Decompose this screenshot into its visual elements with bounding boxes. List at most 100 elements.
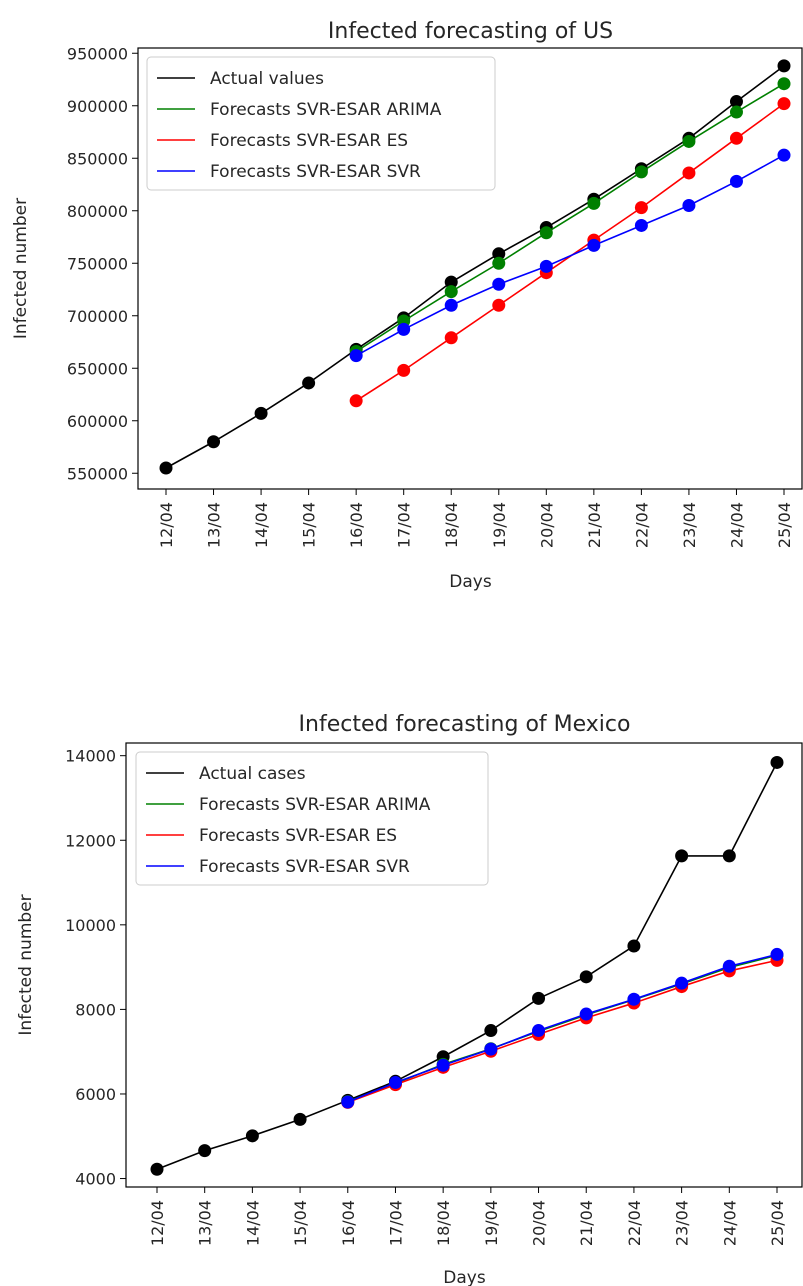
data-point (729, 105, 743, 119)
series-line-3 (355, 154, 785, 357)
y-tick-label: 10000 (65, 916, 116, 935)
x-tick-label: 12/04 (148, 1200, 167, 1246)
legend-entry: Forecasts SVR-ESAR ES (199, 826, 397, 846)
x-tick-label: 14/04 (252, 502, 271, 548)
data-point (444, 298, 458, 312)
data-point (492, 298, 506, 312)
data-point (627, 939, 641, 953)
x-tick-label: 15/04 (300, 502, 319, 548)
data-point (159, 461, 173, 475)
data-point (293, 1112, 307, 1126)
data-point (777, 148, 791, 162)
data-point (722, 959, 736, 973)
data-point (675, 849, 689, 863)
chart-title: Infected forecasting of US (328, 19, 613, 44)
legend-entry: Forecasts SVR-ESAR ARIMA (210, 100, 442, 120)
data-point (634, 218, 648, 232)
x-tick-label: 18/04 (442, 502, 461, 548)
x-tick-label: 21/04 (577, 1200, 596, 1246)
data-point (436, 1058, 450, 1072)
series-line-1 (355, 83, 785, 353)
chart-title: Infected forecasting of Mexico (299, 712, 631, 737)
data-point (532, 991, 546, 1005)
data-point (627, 992, 641, 1006)
data-point (587, 238, 601, 252)
y-tick-label: 6000 (75, 1085, 116, 1104)
x-tick-label: 22/04 (625, 1200, 644, 1246)
y-tick-label: 900000 (67, 97, 128, 116)
legend-entry: Actual values (210, 69, 324, 89)
data-point (682, 134, 696, 148)
x-tick-label: 16/04 (347, 502, 366, 548)
data-point (388, 1076, 402, 1090)
x-tick-label: 21/04 (585, 502, 604, 548)
data-point (198, 1144, 212, 1158)
data-point (254, 406, 268, 420)
x-tick-label: 23/04 (673, 1200, 692, 1246)
data-point (579, 970, 593, 984)
legend-entry: Forecasts SVR-ESAR SVR (210, 162, 421, 182)
data-point (207, 435, 221, 449)
y-tick-label: 650000 (67, 359, 128, 378)
x-tick-label: 20/04 (530, 1200, 549, 1246)
data-point (777, 77, 791, 91)
data-point (682, 166, 696, 180)
series-line-0 (165, 65, 785, 469)
legend-entry: Actual cases (199, 764, 306, 784)
x-tick-label: 19/04 (490, 502, 509, 548)
x-tick-label: 17/04 (395, 502, 414, 548)
data-point (777, 59, 791, 73)
x-tick-label: 20/04 (537, 502, 556, 548)
x-tick-label: 13/04 (196, 1200, 215, 1246)
data-point (539, 226, 553, 240)
data-point (532, 1024, 546, 1038)
data-point (349, 394, 363, 408)
series-line-0 (156, 762, 778, 1170)
y-tick-label: 4000 (75, 1170, 116, 1189)
x-tick-label: 13/04 (205, 502, 224, 548)
x-axis-label: Days (449, 572, 492, 592)
data-point (587, 196, 601, 210)
us-chart: Infected forecasting of US 550000 600000 65… (11, 19, 803, 592)
x-tick-label: 23/04 (680, 502, 699, 548)
x-tick-label: 19/04 (482, 1200, 501, 1246)
data-point (729, 95, 743, 109)
data-point (150, 1162, 164, 1176)
data-point (675, 976, 689, 990)
plot-frame (125, 742, 803, 1188)
legend-box (135, 751, 489, 886)
y-axis-label: Infected number (16, 894, 36, 1035)
y-axis-label: Infected number (11, 198, 31, 339)
x-tick-label: 18/04 (434, 1200, 453, 1246)
y-tick-label: 12000 (65, 831, 116, 850)
y-tick-label: 600000 (67, 412, 128, 431)
data-point (444, 275, 458, 289)
data-point (444, 285, 458, 299)
data-point (634, 165, 648, 179)
data-point (349, 349, 363, 363)
data-point (444, 331, 458, 345)
series-line-3 (347, 953, 778, 1103)
legend-entry: Forecasts SVR-ESAR SVR (199, 857, 410, 877)
y-tick-label: 700000 (67, 307, 128, 326)
x-tick-label: 22/04 (632, 502, 651, 548)
mexico-chart: Infected forecasting of Mexico 4000 6000 80… (16, 712, 803, 1286)
data-point (492, 247, 506, 261)
x-tick-label: 14/04 (243, 1200, 262, 1246)
x-tick-label: 25/04 (775, 502, 794, 548)
data-point (722, 849, 736, 863)
data-point (397, 363, 411, 377)
data-point (729, 174, 743, 188)
series-line-2 (347, 959, 778, 1104)
data-point (484, 1042, 498, 1056)
legend-box (146, 56, 496, 191)
data-point (539, 259, 553, 273)
y-tick-label: 800000 (67, 202, 128, 221)
data-point (492, 256, 506, 270)
x-tick-label: 12/04 (157, 502, 176, 548)
y-tick-label: 8000 (75, 1000, 116, 1019)
data-point (302, 376, 316, 390)
data-point (397, 322, 411, 336)
data-point (341, 1095, 355, 1109)
